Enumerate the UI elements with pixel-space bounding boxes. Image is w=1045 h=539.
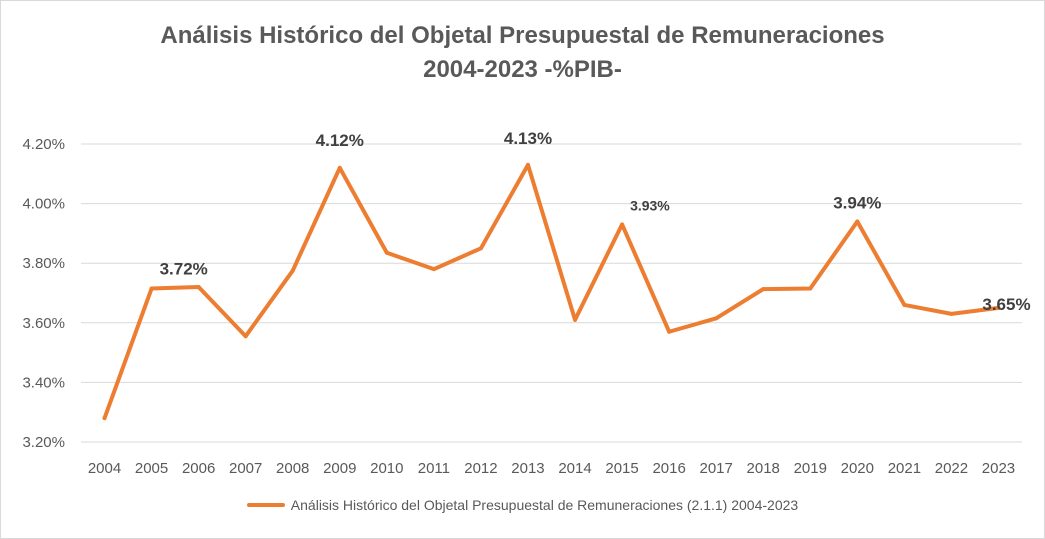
x-tick-label: 2011 [418,460,450,477]
y-tick-label: 3.60% [22,315,65,332]
y-tick-label: 4.20% [22,136,65,153]
x-tick-label: 2018 [747,460,780,477]
data-point [761,287,766,292]
chart-title-line-1: Análisis Histórico del Objetal Presupues… [160,22,885,49]
data-label: 3.72% [160,260,208,279]
data-point [667,329,672,334]
data-point [243,334,248,339]
y-tick-label: 3.80% [22,255,65,272]
x-tick-label: 2005 [135,460,168,477]
data-point [996,305,1001,310]
data-point [620,222,625,227]
data-point [431,267,436,272]
x-tick-label: 2020 [841,460,874,477]
legend-swatch [246,503,285,507]
data-point [573,317,578,322]
y-axis-ticks: 3.20% 3.40% 3.60% 3.80% 4.00% 4.20% [22,136,65,451]
data-label: 4.12% [316,131,364,150]
x-tick-label: 2014 [558,460,591,477]
x-tick-label: 2016 [652,460,685,477]
data-point [196,285,201,290]
x-tick-label: 2015 [605,460,638,477]
x-axis-ticks: 2004 2005 2006 2007 2008 2009 2010 2011 2012 2013… [88,460,1015,477]
gridlines [81,143,1022,443]
x-tick-label: 2022 [935,460,968,477]
data-label: 3.94% [833,193,881,212]
data-point [525,162,530,167]
data-label: 4.13% [504,129,552,148]
data-point [337,165,342,170]
x-tick-label: 2008 [276,460,309,477]
x-tick-label: 2013 [511,460,544,477]
x-tick-label: 2004 [88,460,121,477]
legend-label: Análisis Histórico del Objetal Presupues… [290,497,799,513]
data-point [102,416,107,421]
data-point [855,219,860,224]
y-tick-label: 3.40% [22,374,65,391]
y-tick-label: 3.20% [22,434,65,451]
data-labels: 3.72% 4.12% 4.13% 3.93% 3.94% 3.65% [160,129,1031,314]
data-point [714,316,719,321]
x-tick-label: 2021 [888,460,921,477]
x-tick-label: 2006 [182,460,215,477]
x-tick-label: 2019 [794,460,827,477]
data-label: 3.93% [630,197,670,213]
data-point [902,302,907,307]
x-tick-label: 2012 [464,460,497,477]
y-tick-label: 4.00% [22,196,65,213]
x-tick-label: 2007 [229,460,262,477]
data-label: 3.65% [982,295,1030,314]
x-tick-label: 2023 [982,460,1015,477]
x-tick-label: 2009 [323,460,356,477]
data-point [808,286,813,291]
x-tick-label: 2017 [699,460,732,477]
x-tick-label: 2010 [370,460,403,477]
data-point [949,311,954,316]
data-point [149,286,154,291]
legend: Análisis Histórico del Objetal Presupues… [1,497,1044,513]
chart-title-line-2: 2004-2023 -%PIB- [423,56,622,83]
series-line [102,162,1001,421]
data-point [478,246,483,251]
data-point [290,268,295,273]
chart-title: Análisis Histórico del Objetal Presupues… [1,19,1044,87]
series-line-group [102,162,1001,421]
data-point [384,250,389,255]
